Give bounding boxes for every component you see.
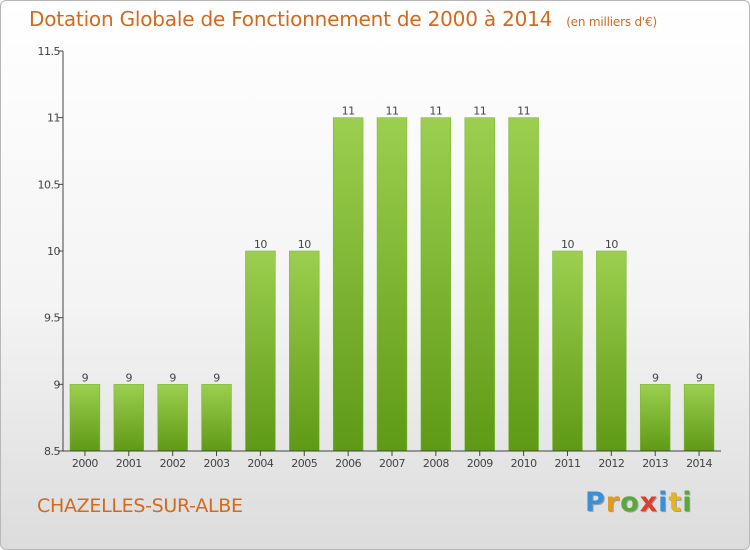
bar <box>464 117 495 452</box>
data-label: 9 <box>652 371 659 384</box>
bar <box>113 384 145 452</box>
logo-letter: x <box>639 487 659 518</box>
bar <box>508 117 539 452</box>
x-tick-label: 2011 <box>554 457 580 470</box>
bar <box>245 250 276 452</box>
x-tick-label: 2007 <box>379 457 405 470</box>
data-label: 11 <box>342 105 355 118</box>
data-label: 10 <box>605 238 618 251</box>
y-tick-label: 10.5 <box>38 178 61 191</box>
bar <box>683 384 715 452</box>
data-label: 9 <box>82 371 89 384</box>
bar <box>639 384 671 452</box>
x-tick-label: 2008 <box>423 457 449 470</box>
logo-letter: r <box>605 487 621 518</box>
data-label: 9 <box>126 371 133 384</box>
data-label: 11 <box>386 105 399 118</box>
logo-letter: o <box>620 487 640 518</box>
data-label: 10 <box>254 238 267 251</box>
x-tick-label: 2005 <box>291 457 317 470</box>
chart-unit: (en milliers d'€) <box>566 15 657 29</box>
bar <box>596 250 627 452</box>
x-tick-label: 2000 <box>72 457 98 470</box>
x-tick-label: 2014 <box>686 457 712 470</box>
x-tick-label: 2004 <box>247 457 273 470</box>
data-label: 9 <box>696 371 703 384</box>
bar <box>420 117 452 452</box>
y-tick-label: 9.5 <box>44 312 60 325</box>
logo-letter: i <box>658 487 669 518</box>
x-tick-label: 2006 <box>335 457 361 470</box>
x-tick-label: 2002 <box>160 457 186 470</box>
data-label: 10 <box>561 238 574 251</box>
y-tick-label: 9 <box>54 378 61 391</box>
commune-name: CHAZELLES-SUR-ALBE <box>37 495 243 517</box>
bar <box>289 250 320 452</box>
bar <box>157 384 188 452</box>
data-label: 11 <box>429 105 442 118</box>
logo-letter: t <box>668 487 683 518</box>
x-tick-label: 2001 <box>116 457 142 470</box>
chart-title-text: Dotation Globale de Fonctionnement de 20… <box>29 7 553 31</box>
x-tick-label: 2013 <box>642 457 668 470</box>
bar <box>332 117 364 452</box>
bar <box>201 384 232 452</box>
data-label: 9 <box>169 371 176 384</box>
x-tick-label: 2012 <box>598 457 624 470</box>
data-label: 11 <box>473 105 486 118</box>
bar <box>376 117 408 452</box>
logo-letter: P <box>585 487 606 518</box>
data-label: 10 <box>298 238 311 251</box>
x-tick-label: 2003 <box>204 457 230 470</box>
logo-letter: i <box>682 487 693 518</box>
y-tick-label: 11.5 <box>38 45 61 58</box>
proxiti-logo[interactable]: Proxiti <box>585 487 693 518</box>
y-tick-label: 11 <box>47 112 60 125</box>
x-tick-label: 2010 <box>511 457 537 470</box>
x-tick-label: 2009 <box>467 457 493 470</box>
bar <box>552 250 583 452</box>
bar <box>69 384 101 452</box>
y-tick-label: 8.5 <box>44 445 60 458</box>
chart-title: Dotation Globale de Fonctionnement de 20… <box>29 7 657 31</box>
y-tick-label: 10 <box>47 245 60 258</box>
data-label: 9 <box>213 371 220 384</box>
data-label: 11 <box>517 105 530 118</box>
